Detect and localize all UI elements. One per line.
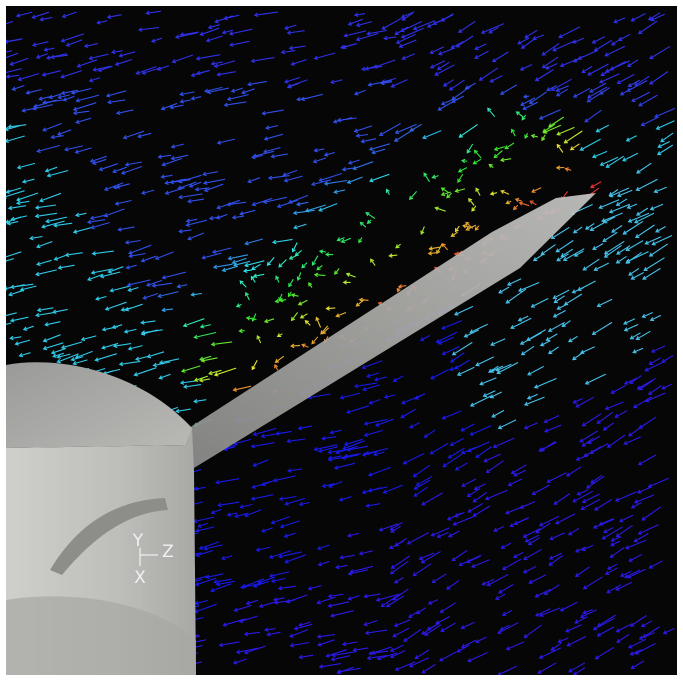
axis-label: Z	[162, 542, 174, 562]
axis-label: Y	[132, 531, 144, 551]
axis-label: X	[134, 568, 146, 588]
page: Y Z X (() => { const data = JSON.parse(d…	[0, 0, 683, 681]
flow-visualization: Y Z X	[0, 0, 683, 681]
